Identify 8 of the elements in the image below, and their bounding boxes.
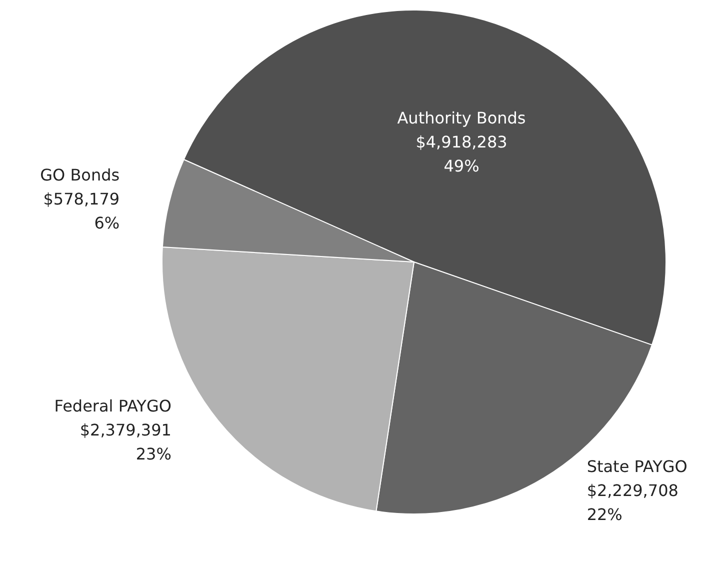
data-label: $578,179 6% <box>43 189 120 232</box>
slice-label: State PAYGO <box>586 457 688 476</box>
slice-label: Federal PAYGO <box>54 396 172 416</box>
data-label: $4,918,283 49% <box>416 132 508 176</box>
slice-label: Authority Bonds <box>397 108 526 128</box>
slice-label: GO Bonds <box>40 165 120 184</box>
data-label: $2,229,708 22% <box>586 481 678 524</box>
data-label: $2,379,391 23% <box>80 420 172 464</box>
